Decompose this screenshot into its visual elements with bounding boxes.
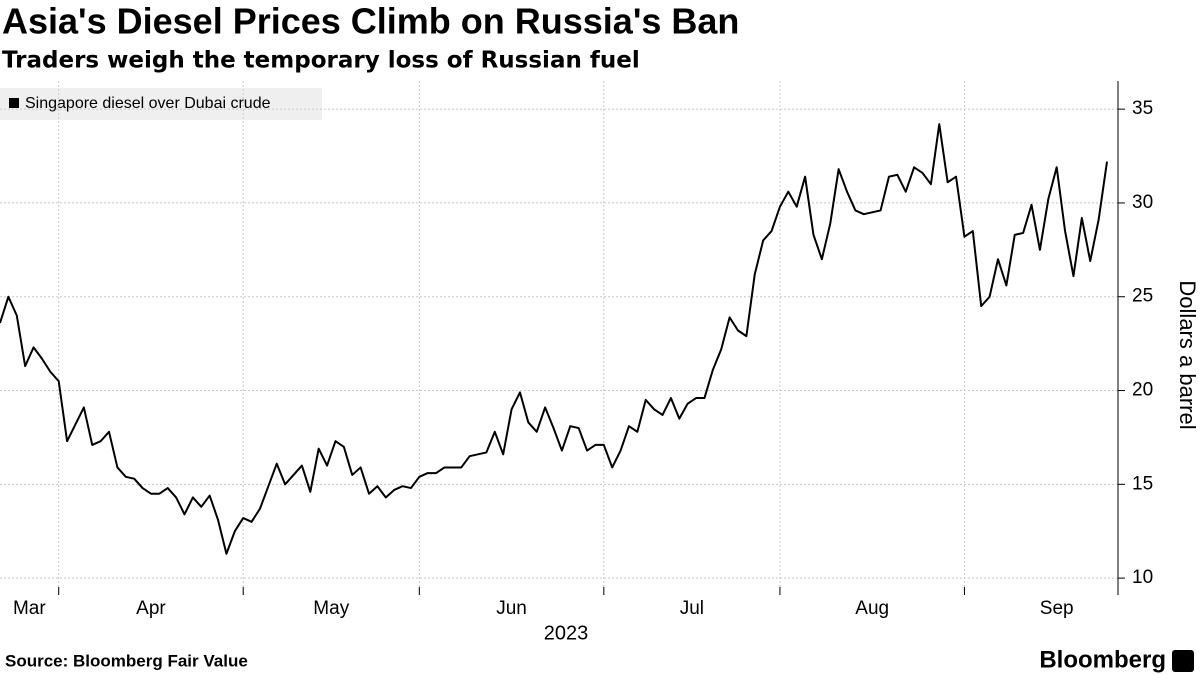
x-axis-label: 2023: [544, 622, 589, 644]
legend-box: [0, 88, 322, 120]
y-tick-label: 20: [1132, 380, 1153, 401]
y-axis-label: Dollars a barrel: [1175, 280, 1200, 429]
x-tick-label: Jun: [496, 598, 527, 619]
x-tick-label: Sep: [1040, 598, 1074, 619]
legend-swatch: [9, 98, 19, 108]
legend-label: Singapore diesel over Dubai crude: [25, 95, 271, 112]
y-tick-label: 10: [1132, 567, 1153, 588]
chart-subtitle: Traders weigh the temporary loss of Russ…: [2, 48, 640, 74]
source: Source: Bloomberg Fair Value: [5, 651, 248, 670]
x-tick-label: May: [313, 598, 349, 619]
chart-title: Asia's Diesel Prices Climb on Russia's B…: [2, 1, 739, 42]
y-tick-label: 30: [1132, 192, 1153, 213]
y-tick-label: 15: [1132, 473, 1153, 494]
brand-icon: [1172, 650, 1194, 672]
series-line: [0, 123, 1108, 555]
x-tick-label: Apr: [136, 598, 166, 619]
y-tick-label: 25: [1132, 286, 1153, 307]
x-tick-label: Jul: [680, 598, 704, 619]
y-tick-label: 35: [1132, 98, 1153, 119]
brand: Bloomberg: [1039, 646, 1166, 673]
x-tick-label: Mar: [13, 598, 46, 619]
x-tick-label: Aug: [855, 598, 889, 619]
